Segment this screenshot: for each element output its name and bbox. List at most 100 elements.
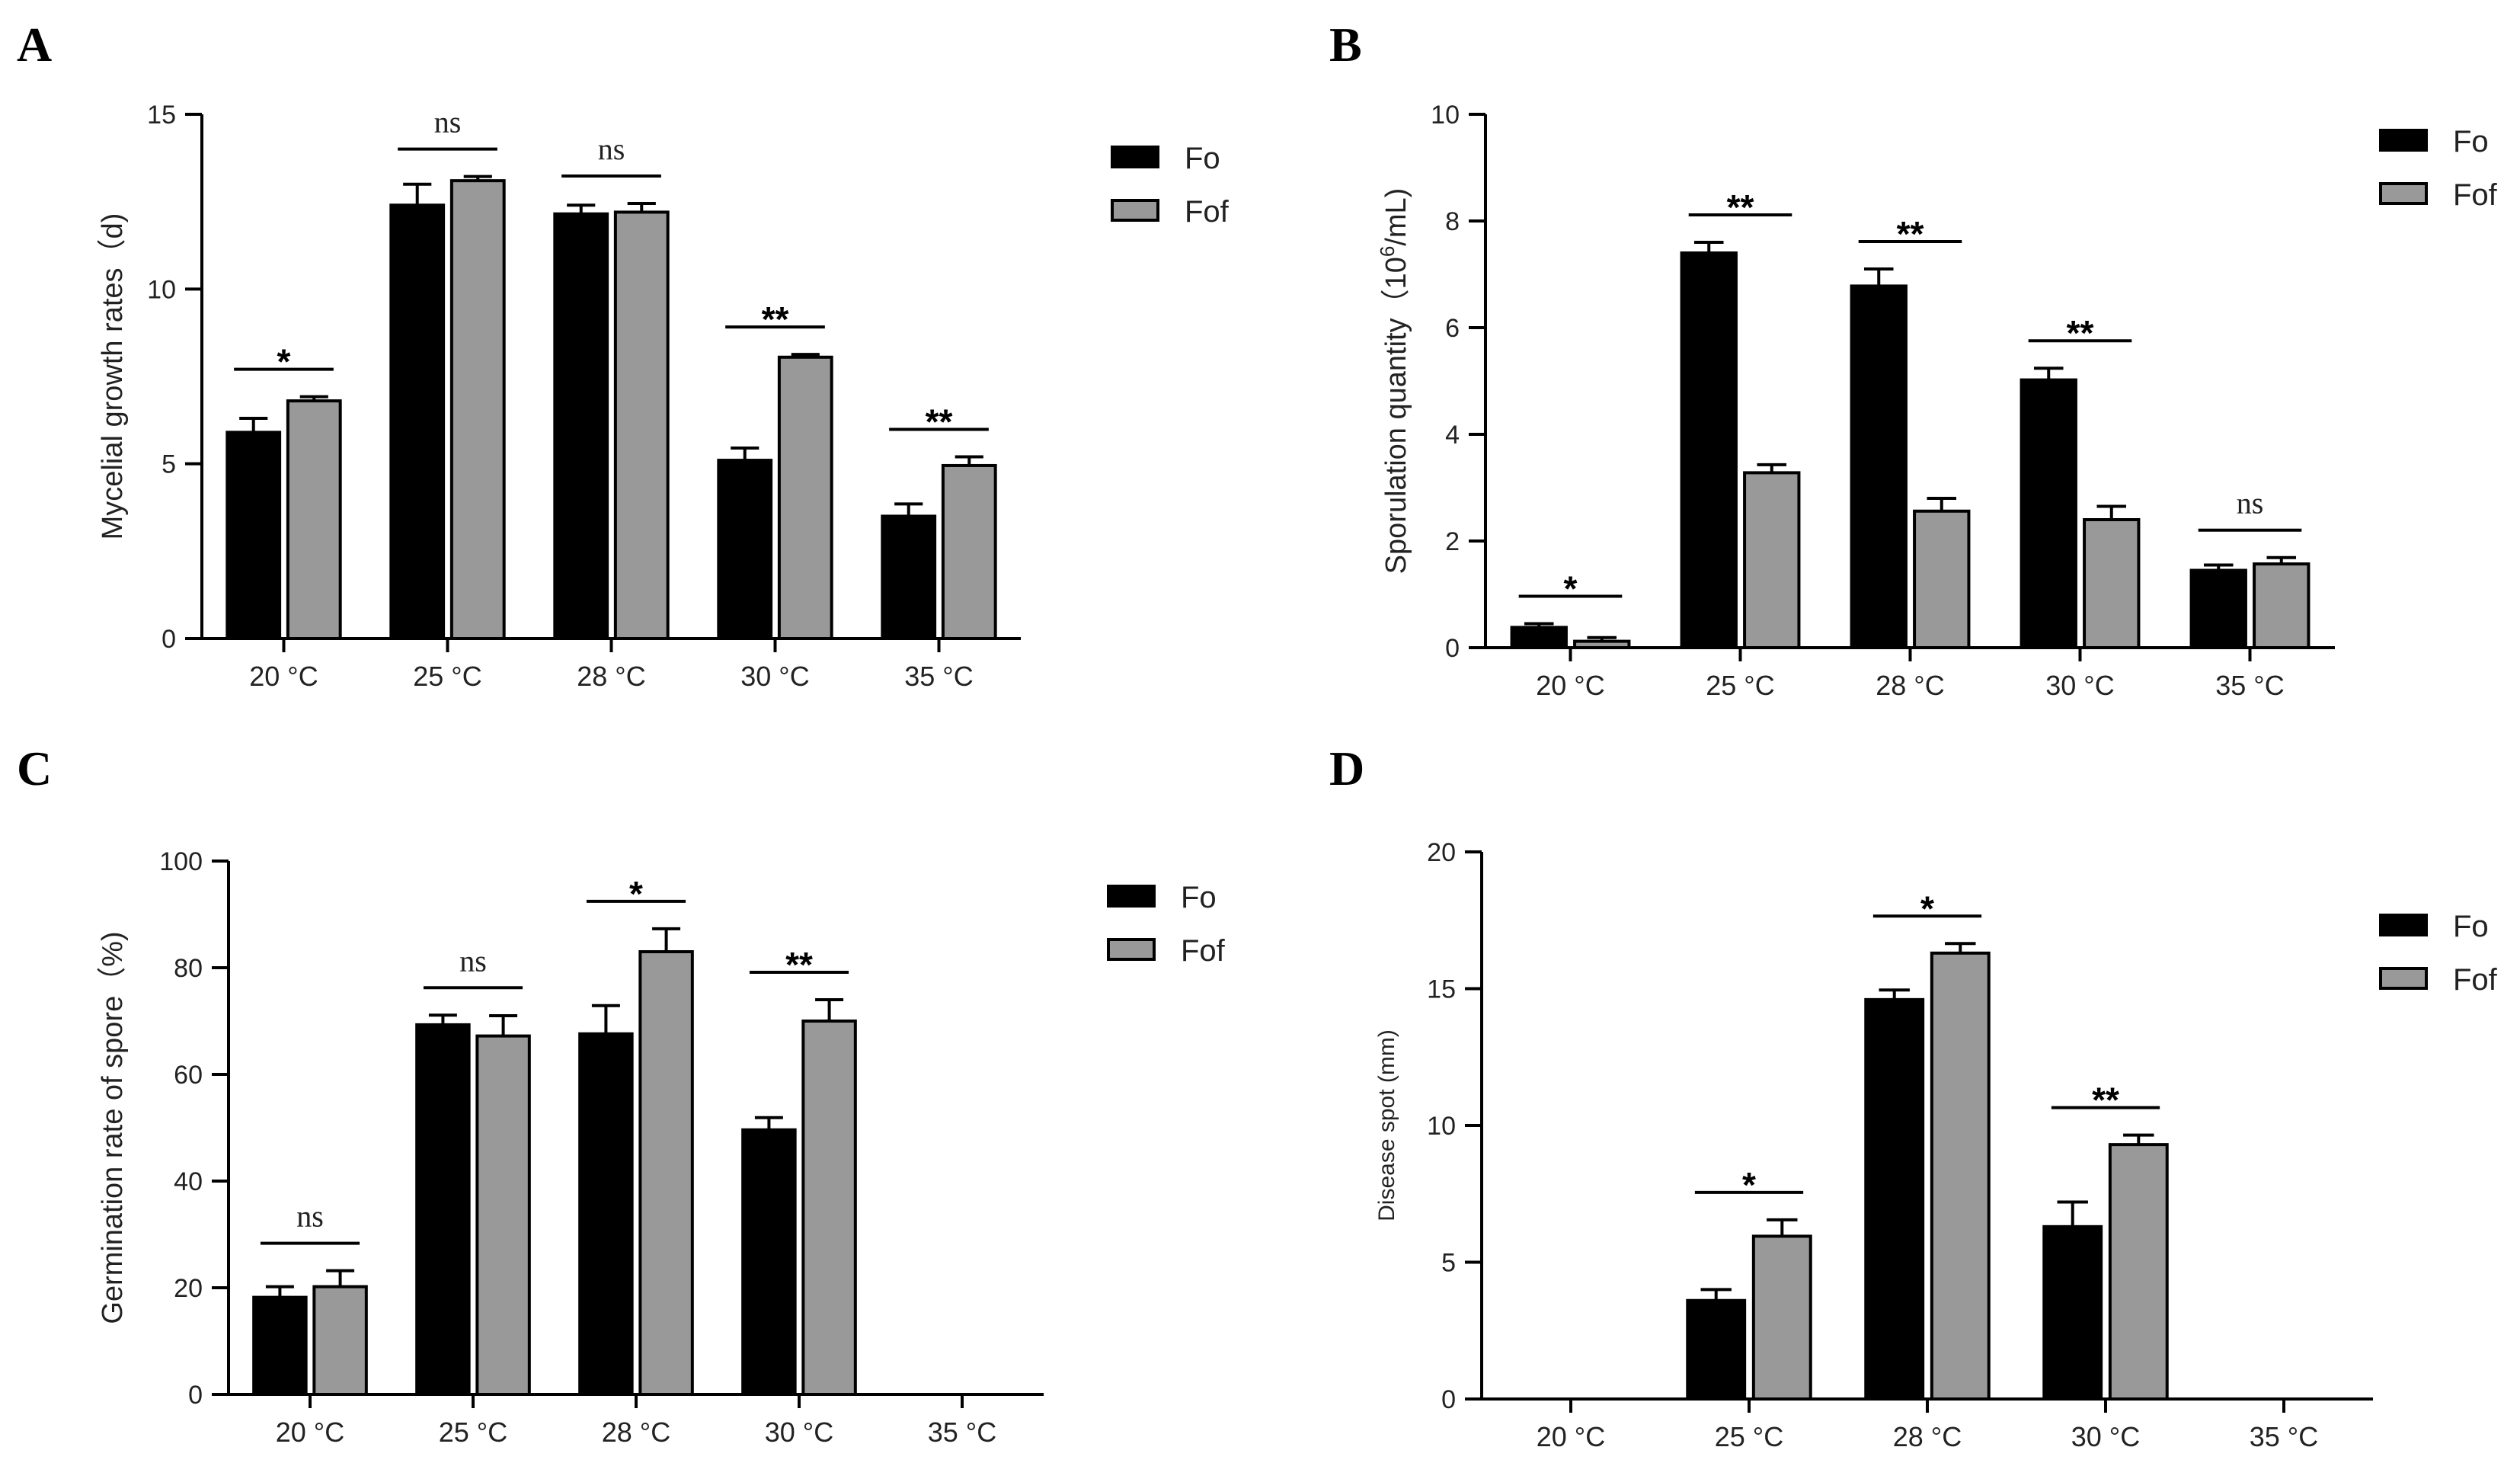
y-axis-title: Disease spot (mm) [1374, 1029, 1399, 1221]
bar-fo [1680, 251, 1738, 649]
x-tick-label: 35 °C [2250, 1421, 2318, 1452]
bar-fo [1686, 1298, 1747, 1401]
bar-fof [801, 1020, 857, 1396]
significance-label: ** [926, 402, 953, 441]
bar-fo [1510, 626, 1568, 650]
bar-fof [2253, 562, 2311, 649]
y-tick-label: 15 [1427, 975, 1456, 1004]
panel-letter: D [1329, 741, 1364, 796]
significance-label: * [1742, 1165, 1756, 1205]
y-tick-label: 100 [159, 847, 203, 876]
panel-letter: A [17, 18, 52, 72]
bar-fo [252, 1295, 308, 1396]
y-tick-label: 0 [161, 625, 176, 654]
significance-label: ns [296, 1199, 324, 1234]
bar-fof [1751, 1234, 1812, 1401]
y-tick-label: 0 [1445, 634, 1460, 663]
x-tick-label: 28 °C [1876, 670, 1944, 701]
legend-swatch-fo [2379, 914, 2428, 936]
legend-label-fo: Fo [2453, 910, 2489, 943]
y-tick-label: 40 [174, 1167, 203, 1196]
significance-label: ns [598, 132, 625, 166]
bar-fof [449, 179, 506, 640]
y-axis-title-superscript: 6 [1376, 246, 1399, 257]
significance-label: * [629, 874, 643, 914]
x-tick-label: 30 °C [2071, 1421, 2140, 1452]
y-tick-label: 20 [1427, 838, 1456, 867]
bar-fo [389, 203, 446, 640]
y-tick-label: 4 [1445, 421, 1460, 450]
significance-label: * [277, 342, 291, 382]
legend-label-fof: Fof [1181, 934, 1226, 968]
x-tick-label: 28 °C [1893, 1421, 1962, 1452]
significance-label: * [1564, 569, 1578, 609]
bar-fo [578, 1032, 634, 1397]
x-tick-label: 28 °C [577, 661, 645, 692]
y-tick-label: 10 [147, 275, 176, 304]
legend-label-fo: Fo [1181, 881, 1217, 914]
bar-fof [941, 463, 997, 641]
legend-swatch-fof [2379, 967, 2428, 990]
x-tick-label: 20 °C [276, 1417, 344, 1448]
bar-fof [1743, 471, 1801, 650]
legend-swatch-fof [1107, 938, 1156, 961]
panel-letter: B [1329, 18, 1362, 72]
bar-fof [2083, 518, 2141, 649]
y-tick-label: 5 [161, 450, 176, 479]
legend-label-fo: Fo [2453, 125, 2489, 158]
legend-swatch-fof [2379, 182, 2428, 205]
bar-fo [553, 212, 609, 641]
bar-fof [312, 1285, 368, 1396]
bar-fo [225, 431, 282, 640]
bar-fof [1573, 639, 1631, 649]
x-tick-label: 20 °C [1536, 670, 1604, 701]
panel-d: D 0 5 10 15 20 Disease spot (mm) 20 °C 25 °C * 28 … [1329, 741, 2498, 1452]
y-axis-title: Germination rate of spore（%) [97, 931, 129, 1324]
bar-fof [286, 399, 342, 641]
x-tick-label: 20 °C [1537, 1421, 1605, 1452]
significance-label: ns [459, 943, 487, 978]
y-tick-label: 15 [147, 101, 176, 130]
x-tick-label: 35 °C [2215, 670, 2284, 701]
bar-fo [415, 1023, 471, 1397]
bar-fo [2042, 1224, 2103, 1401]
x-tick-label: 30 °C [740, 661, 809, 692]
bar-fof [777, 355, 833, 640]
legend-label-fof: Fof [2453, 963, 2498, 997]
significance-label: ns [434, 105, 462, 139]
bar-fo [717, 459, 773, 641]
x-tick-label: 30 °C [2045, 670, 2114, 701]
significance-label: * [1920, 888, 1934, 928]
y-tick-label: 6 [1445, 314, 1460, 343]
x-tick-label: 25 °C [413, 661, 481, 692]
y-axis-title: Sporulation quantity（106/mL) [1376, 188, 1412, 575]
panel-c: C 0 20 40 60 80 100 Germination rate of spore（%… [17, 741, 1226, 1448]
legend-swatch-fo [1107, 885, 1156, 908]
legend-swatch-fof [1111, 199, 1159, 222]
y-tick-label: 0 [188, 1381, 203, 1410]
x-tick-label: 25 °C [1706, 670, 1774, 701]
bar-fo [1864, 997, 1925, 1401]
bar-fo [741, 1128, 797, 1397]
legend-swatch-fo [2379, 129, 2428, 152]
panel-letter: C [17, 741, 52, 796]
x-tick-label: 35 °C [928, 1417, 996, 1448]
y-tick-label: 5 [1441, 1249, 1456, 1278]
significance-label: ns [2237, 486, 2264, 520]
legend-label-fo: Fo [1185, 142, 1220, 175]
x-tick-label: 25 °C [1715, 1421, 1783, 1452]
x-tick-label: 20 °C [249, 661, 318, 692]
y-axis-title: Mycelial growth rates（d) [97, 213, 129, 540]
y-tick-label: 0 [1441, 1385, 1456, 1414]
significance-label: ** [1727, 187, 1754, 227]
bar-fo [2189, 568, 2247, 649]
legend-label-fof: Fof [1185, 195, 1230, 229]
bar-fo [881, 514, 937, 641]
y-tick-label: 10 [1427, 1112, 1456, 1141]
y-tick-label: 20 [174, 1274, 203, 1303]
y-tick-label: 8 [1445, 207, 1460, 236]
y-tick-label: 60 [174, 1061, 203, 1090]
bar-fof [638, 950, 694, 1396]
legend-swatch-fo [1111, 146, 1159, 168]
